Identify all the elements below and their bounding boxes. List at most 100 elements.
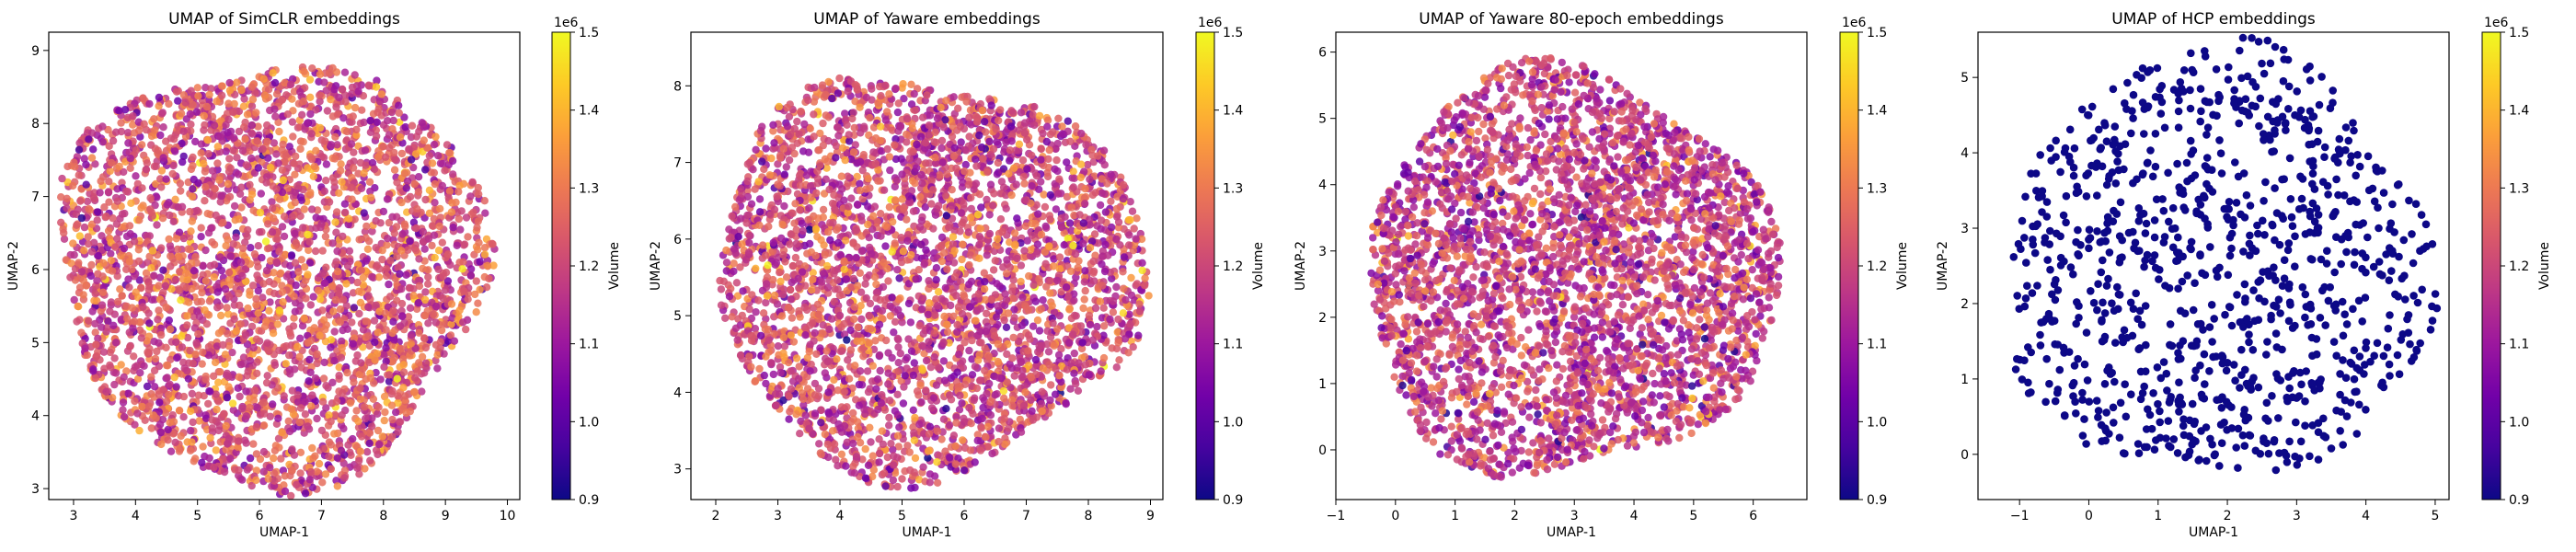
data-point: [875, 458, 883, 466]
data-point: [219, 218, 227, 227]
data-point: [252, 109, 260, 117]
data-point: [340, 200, 350, 208]
data-point: [73, 317, 81, 326]
data-point: [106, 307, 114, 316]
data-point: [138, 402, 146, 411]
data-point: [362, 317, 371, 326]
data-point: [221, 285, 230, 293]
data-point: [229, 109, 237, 117]
data-point: [134, 257, 144, 266]
data-point: [249, 343, 258, 352]
data-point: [392, 223, 401, 231]
data-point: [350, 304, 359, 312]
data-point: [388, 328, 397, 338]
data-point: [295, 352, 304, 362]
data-point: [198, 360, 206, 368]
data-point: [368, 422, 376, 431]
data-point: [213, 405, 221, 414]
data-point: [327, 417, 335, 426]
data-point: [364, 303, 373, 312]
data-point: [354, 169, 362, 178]
data-point: [183, 276, 191, 284]
data-point: [223, 393, 232, 402]
data-point: [412, 224, 420, 233]
data-point: [75, 171, 83, 179]
data-point: [224, 129, 232, 137]
data-point: [96, 356, 104, 364]
data-point: [205, 90, 213, 99]
data-point: [312, 213, 320, 222]
data-point: [893, 410, 902, 419]
data-point: [356, 395, 364, 404]
data-point: [189, 418, 197, 427]
data-point: [306, 109, 315, 119]
data-point: [230, 99, 238, 109]
data-point: [246, 291, 254, 299]
data-point: [464, 233, 472, 241]
data-point: [439, 293, 447, 303]
data-point: [367, 193, 375, 201]
data-point: [296, 87, 305, 97]
data-point: [299, 98, 308, 106]
x-tick-label: 3: [69, 509, 77, 523]
data-point: [132, 288, 140, 296]
data-point: [198, 288, 206, 297]
data-point: [1041, 202, 1050, 212]
data-point: [189, 359, 197, 368]
y-tick-label: 6: [31, 263, 40, 278]
data-point: [111, 369, 121, 377]
data-point: [189, 100, 197, 109]
data-point: [106, 167, 114, 176]
data-point: [272, 185, 281, 193]
data-point: [224, 179, 233, 189]
data-point: [421, 343, 431, 352]
data-point: [193, 206, 201, 215]
data-point: [220, 467, 229, 477]
data-point: [69, 239, 77, 247]
data-point: [241, 238, 249, 247]
data-point: [84, 233, 92, 241]
data-point: [1074, 386, 1083, 395]
data-point: [331, 218, 339, 226]
data-point: [224, 373, 233, 381]
data-point: [476, 285, 484, 293]
data-point: [283, 110, 292, 119]
data-point: [355, 236, 363, 244]
data-point: [134, 126, 144, 135]
data-point: [177, 431, 185, 441]
data-point: [415, 282, 424, 291]
data-point: [266, 257, 275, 265]
data-point: [739, 287, 747, 295]
x-tick-label: 9: [442, 509, 450, 523]
data-point: [407, 155, 416, 164]
data-point: [161, 408, 170, 417]
data-point: [361, 465, 369, 473]
data-point: [322, 160, 331, 168]
data-point: [937, 233, 947, 242]
data-point: [294, 268, 303, 276]
data-point: [377, 90, 385, 98]
data-point: [350, 148, 358, 156]
data-point: [357, 266, 365, 274]
data-point: [268, 228, 277, 236]
data-point: [1081, 286, 1089, 295]
data-point: [452, 198, 460, 207]
data-point: [340, 208, 350, 217]
data-point: [206, 433, 214, 443]
data-point: [372, 262, 381, 270]
data-point: [397, 284, 406, 293]
data-point: [122, 367, 131, 375]
data-point: [63, 194, 71, 202]
data-point: [252, 335, 261, 343]
data-point: [190, 457, 198, 466]
data-point: [278, 429, 286, 437]
data-point: [112, 220, 121, 228]
data-point: [1000, 394, 1008, 403]
data-point: [60, 235, 69, 243]
data-point: [338, 411, 346, 420]
data-point: [217, 82, 226, 90]
data-point: [282, 272, 291, 281]
data-point: [314, 286, 323, 294]
data-point: [362, 414, 370, 423]
data-point: [226, 252, 235, 260]
